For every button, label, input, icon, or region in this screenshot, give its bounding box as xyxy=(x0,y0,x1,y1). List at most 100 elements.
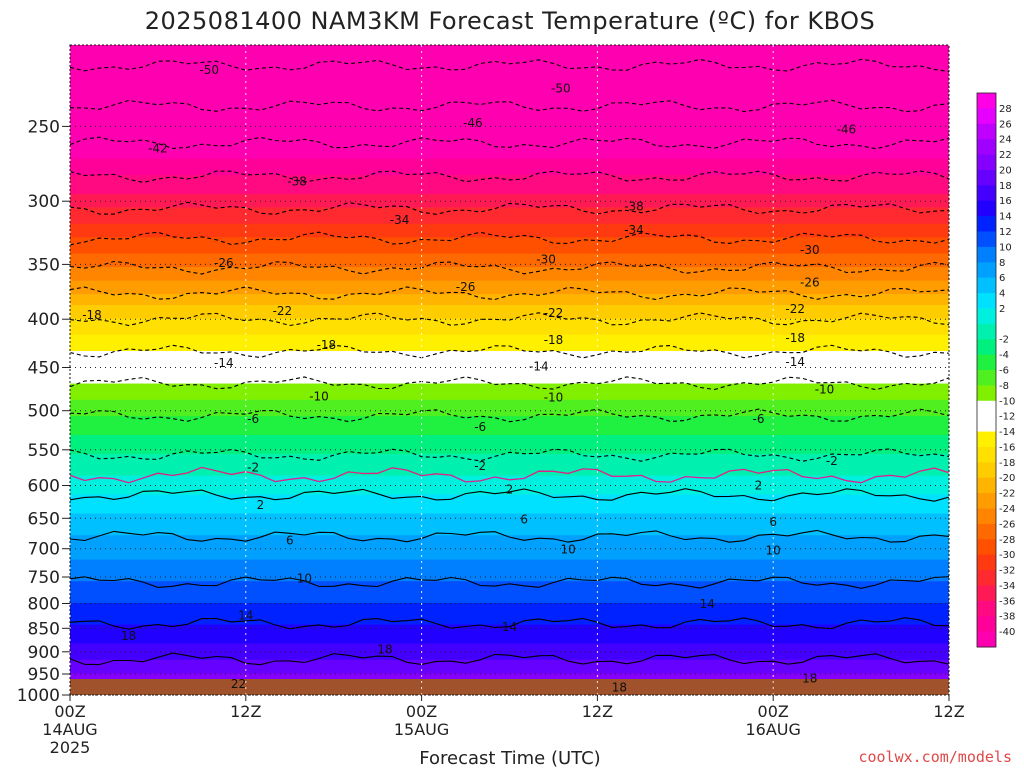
colorbar-tick-label: -22 xyxy=(999,489,1015,500)
temperature-band xyxy=(70,112,949,117)
temperature-band xyxy=(70,402,949,406)
temperature-band xyxy=(70,388,949,393)
contour-label: -14 xyxy=(785,355,805,369)
temperature-band xyxy=(70,272,949,276)
contour-label-text: -18 xyxy=(317,338,337,352)
temperature-band xyxy=(70,437,949,442)
contour-label-text: 10 xyxy=(297,572,312,586)
temperature-band xyxy=(70,47,949,52)
temperature-band xyxy=(70,556,949,561)
temperature-band xyxy=(70,315,949,320)
temperature-band xyxy=(70,640,949,645)
temperature-band xyxy=(70,605,949,609)
contour-label-text: -34 xyxy=(390,213,410,227)
temperature-band xyxy=(70,665,949,669)
colorbar-tick-label: 20 xyxy=(999,165,1012,176)
temperature-band xyxy=(70,397,949,401)
contour-label-text: 18 xyxy=(612,681,627,695)
contour-label: -22 xyxy=(785,302,805,316)
isotherm-line xyxy=(70,652,949,666)
contour-label-text: -34 xyxy=(624,223,644,237)
contour-label: 10 xyxy=(766,544,781,558)
contour-label: -6 xyxy=(474,420,486,434)
temperature-band xyxy=(70,521,949,525)
temperature-band xyxy=(70,183,949,187)
colorbar-swatch xyxy=(977,354,996,371)
temperature-band xyxy=(70,118,949,122)
colorbar-tick-label: 8 xyxy=(999,258,1005,269)
temperature-band xyxy=(70,646,949,650)
y-tick-label: 250 xyxy=(28,117,60,137)
contour-label-text: 18 xyxy=(802,672,817,686)
temperature-band xyxy=(70,323,949,328)
temperature-band xyxy=(70,651,949,655)
temperature-band xyxy=(70,586,949,590)
temperature-band xyxy=(70,172,949,176)
colorbar-swatch xyxy=(977,246,996,263)
colorbar-swatch xyxy=(977,462,996,479)
colorbar-swatch xyxy=(977,539,996,556)
contour-label-text: -18 xyxy=(544,333,564,347)
isotherm-line xyxy=(70,448,949,462)
temperature-band xyxy=(70,489,949,493)
colorbar-swatch xyxy=(977,216,996,232)
contour-label: -2 xyxy=(826,454,838,468)
colorbar-tick-label: -6 xyxy=(999,366,1009,377)
temperature-band xyxy=(70,502,949,507)
temperature-band xyxy=(70,231,949,236)
temperature-band xyxy=(70,513,949,517)
temperature-band xyxy=(70,218,949,222)
temperature-band xyxy=(70,554,949,558)
temperature-band xyxy=(70,269,949,274)
temperature-band xyxy=(70,643,949,647)
temperature-band xyxy=(70,581,949,585)
temperature-band xyxy=(70,74,949,79)
temperature-band xyxy=(70,632,949,637)
temperature-band xyxy=(70,399,949,404)
colorbar-tick-label: -38 xyxy=(999,612,1015,623)
contour-label: -38 xyxy=(624,200,644,214)
contour-label: -6 xyxy=(753,412,765,426)
x-tick-label: 00Z xyxy=(758,702,789,721)
temperature-band xyxy=(70,448,949,452)
temperature-band xyxy=(70,199,949,203)
colorbar-tick-label: 16 xyxy=(999,196,1012,207)
temperature-band xyxy=(70,237,949,241)
temperature-band xyxy=(70,307,949,312)
temperature-band xyxy=(70,223,949,228)
temperature-band xyxy=(70,61,949,65)
temperature-band xyxy=(70,540,949,544)
temperature-band xyxy=(70,93,949,98)
temperature-band xyxy=(70,486,949,490)
temperature-band xyxy=(70,559,949,563)
temperature-band xyxy=(70,594,949,599)
y-tick-label: 600 xyxy=(28,477,60,497)
colorbar-swatch xyxy=(977,139,996,156)
temperature-band xyxy=(70,156,949,160)
temperature-band xyxy=(70,451,949,455)
temperature-band xyxy=(70,277,949,282)
temperature-band xyxy=(70,546,949,550)
temperature-band xyxy=(70,597,949,601)
contour-label-text: 10 xyxy=(560,542,575,556)
y-tick-label: 950 xyxy=(28,665,60,685)
temperature-band xyxy=(70,104,949,108)
temperature-band xyxy=(70,440,949,444)
temperature-band xyxy=(70,80,949,84)
temperature-band xyxy=(70,142,949,146)
temperature-band xyxy=(70,470,949,474)
temperature-band xyxy=(70,421,949,425)
temperature-band xyxy=(70,329,949,333)
contour-label: -10 xyxy=(309,390,329,404)
colorbar-swatch xyxy=(977,293,996,309)
temperature-band xyxy=(70,99,949,103)
temperature-band xyxy=(70,128,949,133)
colorbar-tick-label: 4 xyxy=(999,289,1005,300)
contour-label-text: -50 xyxy=(551,82,571,96)
temperature-band xyxy=(70,364,949,368)
isotherm-line xyxy=(70,170,949,183)
temperature-band xyxy=(70,543,949,547)
temperature-band xyxy=(70,657,949,661)
x-tick-label: 16AUG xyxy=(745,720,800,739)
contour-label-text: -2 xyxy=(826,454,838,468)
